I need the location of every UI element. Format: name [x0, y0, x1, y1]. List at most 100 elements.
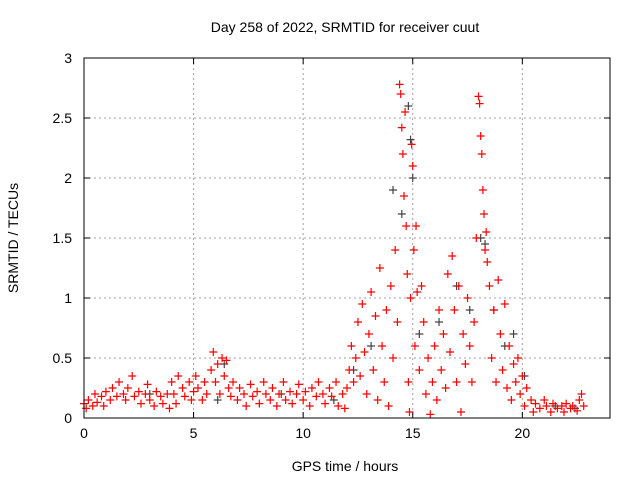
data-point [167, 378, 176, 386]
data-point [413, 288, 422, 296]
data-point [367, 342, 376, 350]
data-point [398, 150, 407, 158]
data-point [408, 174, 417, 182]
data-point [235, 384, 244, 392]
data-point [410, 342, 419, 350]
data-point [386, 282, 395, 290]
data-point [474, 92, 483, 101]
data-point [242, 402, 251, 410]
data-point [189, 387, 198, 396]
data-point [522, 384, 531, 392]
data-point [312, 392, 321, 401]
data-point [301, 387, 310, 396]
data-point [402, 222, 411, 230]
ticks: 0 5 10 15 20 0 0.5 1 1.5 2 2.5 3 [53, 50, 610, 441]
data-point [540, 396, 549, 404]
data-point [470, 318, 479, 326]
data-point [255, 399, 264, 408]
data-point [99, 402, 108, 410]
data-point [557, 402, 566, 410]
data-point [494, 276, 503, 284]
data-point [209, 348, 218, 356]
data-point [419, 318, 428, 326]
data-point [233, 396, 242, 404]
data-point [459, 330, 468, 338]
x-tick-label: 10 [295, 425, 311, 441]
data-point [391, 246, 400, 254]
data-point [404, 378, 413, 386]
data-point [492, 378, 501, 386]
data-point [430, 342, 439, 350]
grid [84, 58, 610, 418]
data-point [562, 399, 571, 408]
plot-frame [83, 57, 611, 419]
data-point [487, 354, 496, 362]
data-point [332, 378, 341, 386]
data-point [279, 378, 288, 386]
y-tick-label: 2.5 [53, 110, 73, 126]
data-point [90, 390, 99, 398]
data-point [409, 246, 418, 254]
data-point [191, 372, 200, 380]
data-point [248, 392, 257, 401]
data-point [475, 99, 484, 108]
data-point [454, 282, 463, 290]
data-point [123, 384, 132, 392]
data-point [421, 390, 430, 398]
data-point [143, 380, 152, 389]
data-point [393, 318, 402, 326]
data-point [211, 378, 220, 386]
data-point [452, 378, 461, 386]
data-point [321, 399, 330, 408]
data-point [500, 300, 509, 308]
data-point [345, 366, 354, 374]
data-point [121, 396, 130, 404]
data-point [553, 404, 562, 413]
data-point [384, 402, 393, 410]
data-point [518, 372, 527, 380]
y-tick-label: 1.5 [53, 230, 73, 246]
data-point [84, 396, 93, 404]
data-point [369, 366, 378, 374]
data-point [405, 408, 414, 416]
data-point [485, 282, 494, 290]
data-point [461, 360, 470, 368]
x-tick-label: 5 [190, 425, 198, 441]
data-point [448, 252, 457, 260]
data-point [281, 396, 290, 404]
data-point [246, 380, 255, 389]
data-point [399, 192, 408, 200]
y-axis-label: SRMTID / TECUs [5, 183, 21, 293]
data-point [213, 396, 222, 404]
data-point [136, 399, 145, 408]
data-point [406, 135, 415, 144]
data-point [577, 390, 586, 398]
data-point [351, 354, 360, 362]
data-point [531, 399, 540, 408]
data-point [415, 366, 424, 374]
data-point [101, 387, 110, 396]
data-point [476, 132, 485, 140]
data-point [294, 380, 303, 389]
data-point [502, 384, 511, 392]
data-point [185, 378, 194, 386]
data-point [463, 294, 472, 302]
data-point [395, 80, 404, 89]
data-point [261, 390, 270, 398]
data-point [207, 366, 216, 374]
data-point [356, 372, 365, 380]
data-point [106, 396, 115, 404]
data-point [397, 210, 406, 218]
data-point [329, 396, 338, 404]
data-point [286, 387, 295, 396]
data-point [145, 396, 154, 404]
data-point [358, 300, 367, 308]
data-point [305, 402, 314, 410]
data-point [573, 406, 582, 415]
data-point [397, 123, 406, 132]
data-point [371, 312, 380, 320]
data-point [299, 396, 308, 404]
data-point [193, 384, 202, 392]
data-point [575, 396, 584, 404]
data-point [373, 396, 382, 404]
